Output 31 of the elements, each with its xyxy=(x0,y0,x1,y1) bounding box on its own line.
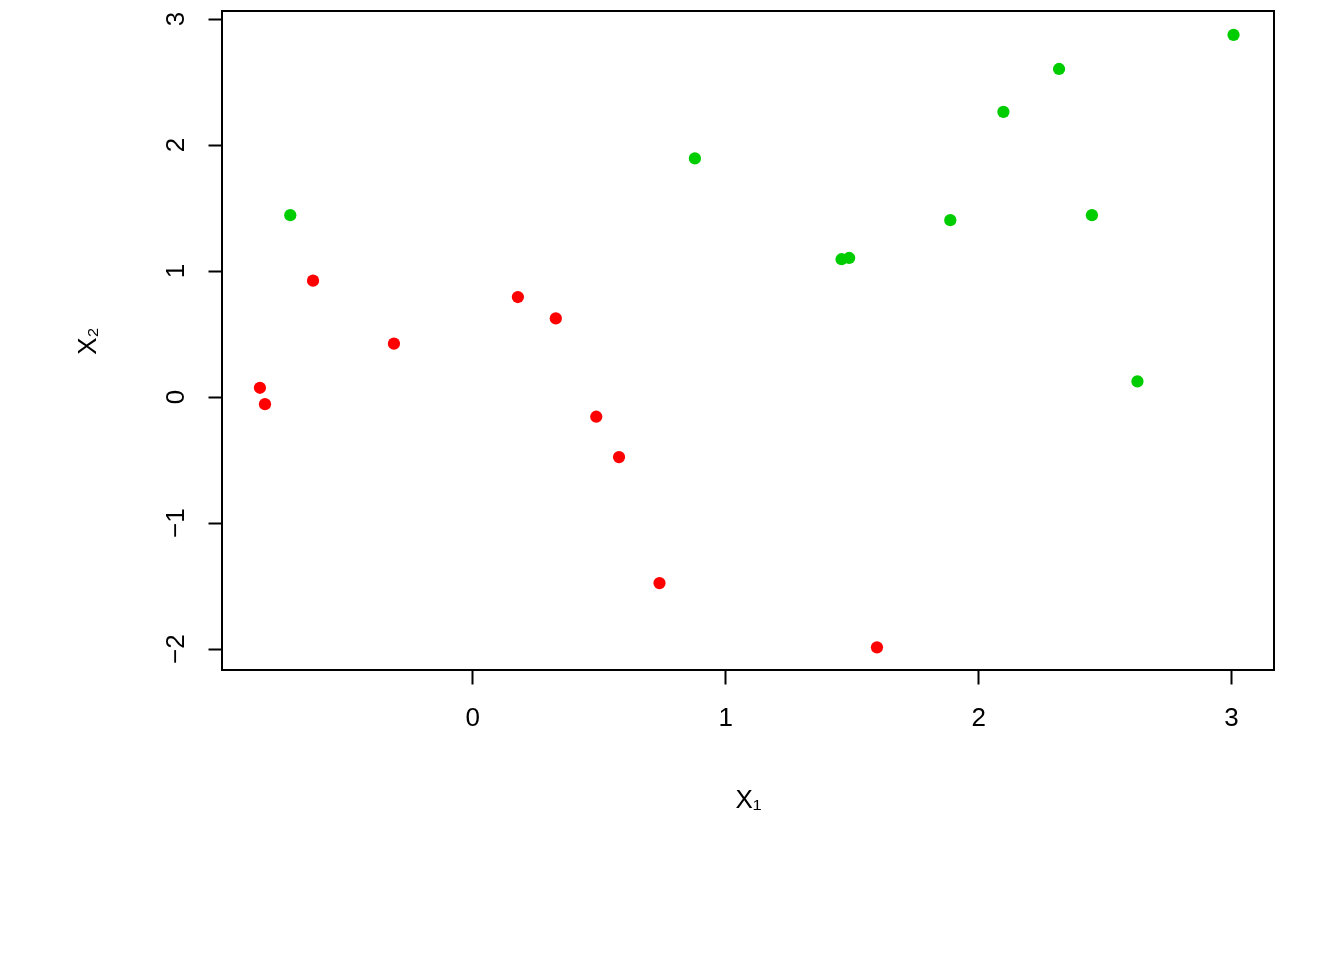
point xyxy=(843,251,856,265)
y-tick-label: 3 xyxy=(159,11,190,27)
point xyxy=(253,381,267,394)
point xyxy=(1052,62,1066,76)
point xyxy=(944,214,957,227)
x-tick-label: 0 xyxy=(465,701,481,732)
point xyxy=(306,274,320,287)
x-tick-label: 2 xyxy=(971,701,986,732)
x-tick-label: 1 xyxy=(718,701,733,732)
point xyxy=(258,398,272,411)
point xyxy=(590,410,603,423)
y-tick-label: −1 xyxy=(159,508,190,538)
point xyxy=(612,450,626,464)
y-tick-label: 2 xyxy=(159,137,190,153)
point xyxy=(549,312,562,325)
point xyxy=(688,152,702,165)
point xyxy=(1085,209,1099,222)
point xyxy=(1227,28,1240,42)
point xyxy=(870,641,884,654)
point xyxy=(1131,375,1144,388)
point xyxy=(997,105,1010,118)
y-axis-title: X₂ xyxy=(71,327,102,355)
point xyxy=(653,576,666,590)
point xyxy=(284,209,297,222)
y-tick-label: 1 xyxy=(159,263,190,279)
y-tick-label: −2 xyxy=(159,634,190,664)
x-tick-label: 3 xyxy=(1224,701,1239,732)
point xyxy=(511,290,524,304)
x-axis-title: X₁ xyxy=(735,783,762,814)
point xyxy=(387,337,401,350)
y-tick-label: 0 xyxy=(159,389,190,405)
